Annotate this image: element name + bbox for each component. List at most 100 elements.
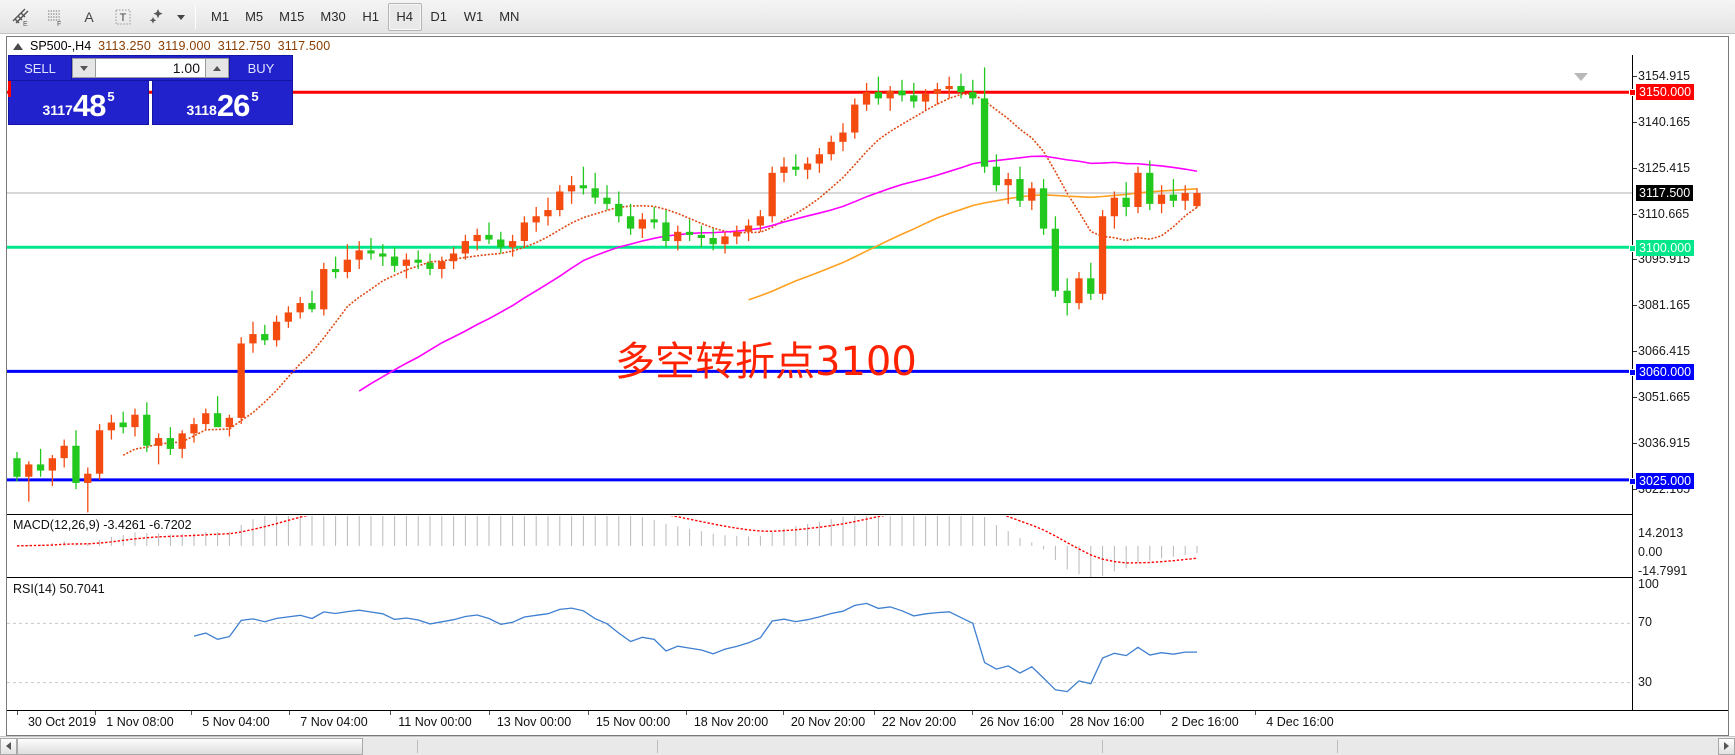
horizontal-scrollbar[interactable] xyxy=(0,736,1735,755)
price-badge-3100[interactable]: 3100.000 xyxy=(1636,239,1695,256)
time-tick-mark xyxy=(874,711,875,715)
timeframe-m15[interactable]: M15 xyxy=(279,9,305,24)
price-tick-3110-665: 3110.665 xyxy=(1633,207,1689,221)
equidistant-channel-icon[interactable]: E xyxy=(4,2,38,32)
timeframe-m5[interactable]: M5 xyxy=(245,9,264,24)
text-icon[interactable]: A xyxy=(72,2,106,32)
macd-indicator-label: MACD(12,26,9) -3.4261 -6.7202 xyxy=(11,518,194,532)
svg-text:E: E xyxy=(23,21,28,27)
chart-corner-arrow-icon[interactable] xyxy=(1574,73,1588,81)
rsi-scale-1: 70 xyxy=(1638,615,1652,630)
time-tick-mark xyxy=(489,711,490,715)
volume-stepper[interactable]: 1.00 xyxy=(72,55,229,81)
time-tick-mark xyxy=(191,711,192,715)
price-badge-last[interactable]: 3117.500 xyxy=(1636,185,1694,202)
chart-header: SP500-,H4 3113.250 3119.000 3112.750 311… xyxy=(7,37,1728,55)
time-label-3: 7 Nov 04:00 xyxy=(300,715,368,729)
time-tick-mark xyxy=(686,711,687,715)
time-tick-mark xyxy=(783,711,784,715)
buy-price-button[interactable]: 3118 26 5 xyxy=(152,81,293,125)
panel-red-marker xyxy=(8,81,11,97)
time-label-1: 1 Nov 08:00 xyxy=(106,715,174,729)
fibonacci-icon[interactable]: F xyxy=(38,2,72,32)
timeframe-h1[interactable]: H1 xyxy=(362,9,380,24)
timeframe-mn[interactable]: MN xyxy=(499,9,520,24)
price-level-handle[interactable] xyxy=(1629,244,1636,252)
scrollbar-track[interactable] xyxy=(17,737,1718,755)
objects-icon[interactable] xyxy=(140,2,174,32)
one-click-trading-panel[interactable]: SELL 1.00 BUY 3117 48 5 3118 26 5 xyxy=(8,55,293,125)
chart-canvas-window[interactable]: SP500-,H4 3113.250 3119.000 3112.750 311… xyxy=(6,36,1729,736)
time-tick-mark xyxy=(1062,711,1063,715)
time-label-13: 4 Dec 16:00 xyxy=(1266,715,1334,729)
time-label-10: 26 Nov 16:00 xyxy=(979,715,1055,729)
time-tick-mark xyxy=(17,711,18,715)
chart-low-value: 3112.750 xyxy=(217,39,271,53)
macd-pane[interactable] xyxy=(7,516,1634,578)
price-scale[interactable]: 3154.915 3140.165 3125.415 3110.665 3095.915… xyxy=(1629,55,1728,727)
sell-price-button[interactable]: 3117 48 5 xyxy=(8,81,149,125)
sell-price-fraction: 5 xyxy=(107,89,115,104)
toolbar-separator xyxy=(195,4,196,29)
macd-scale-0: 14.2013 xyxy=(1638,526,1684,540)
time-label-11: 28 Nov 16:00 xyxy=(1069,715,1145,729)
buy-price-pips: 26 xyxy=(216,88,250,124)
sell-button[interactable]: SELL xyxy=(8,55,72,81)
price-tick-3095-915: 3095.915 xyxy=(1633,252,1690,266)
collapse-triangle-icon[interactable] xyxy=(13,42,23,50)
time-label-5: 13 Nov 00:00 xyxy=(496,715,572,729)
time-tick-mark xyxy=(1255,711,1256,715)
text-label-icon[interactable]: T xyxy=(106,2,140,32)
price-pane[interactable] xyxy=(7,55,1634,515)
price-badge-3060[interactable]: 3060.000 xyxy=(1636,364,1695,381)
price-tick-3066-415: 3066.415 xyxy=(1633,344,1690,358)
price-level-handle[interactable] xyxy=(1629,89,1636,97)
time-tick-mark xyxy=(588,711,589,715)
price-level-handle[interactable] xyxy=(1629,477,1636,485)
rsi-pane[interactable] xyxy=(7,579,1634,727)
scroll-right-button[interactable] xyxy=(1718,737,1735,755)
objects-dropdown-caret-icon[interactable] xyxy=(174,12,188,22)
time-label-6: 15 Nov 00:00 xyxy=(595,715,671,729)
timeframe-m30[interactable]: M30 xyxy=(320,9,346,24)
price-tick-3036-915: 3036.915 xyxy=(1633,436,1690,450)
chart-high-value: 3119.000 xyxy=(157,39,211,53)
svg-text:A: A xyxy=(84,9,94,25)
trade-panel-top-row: SELL 1.00 BUY xyxy=(8,55,293,81)
time-axis: 30 Oct 2019 1 Nov 08:00 5 Nov 04:00 7 Nov 0… xyxy=(7,710,1728,735)
timeframe-d1[interactable]: D1 xyxy=(430,9,448,24)
svg-text:F: F xyxy=(57,21,61,27)
time-tick-mark xyxy=(95,711,96,715)
timeframe-w1[interactable]: W1 xyxy=(463,9,484,24)
svg-text:T: T xyxy=(120,12,127,24)
time-label-2: 5 Nov 04:00 xyxy=(202,715,270,729)
price-badge-3025[interactable]: 3025.000 xyxy=(1636,472,1695,489)
time-tick-mark xyxy=(1160,711,1161,715)
time-label-7: 18 Nov 20:00 xyxy=(693,715,769,729)
timeframe-h4[interactable]: H4 xyxy=(387,2,422,31)
price-level-handle[interactable] xyxy=(1629,369,1636,377)
volume-decrease-button[interactable] xyxy=(72,58,96,78)
scrollbar-thumb[interactable] xyxy=(17,737,363,755)
price-tick-3125-415: 3125.415 xyxy=(1633,161,1690,175)
volume-increase-button[interactable] xyxy=(205,58,229,78)
rsi-scale-2: 30 xyxy=(1638,674,1652,689)
buy-button[interactable]: BUY xyxy=(229,55,293,81)
scroll-left-button[interactable] xyxy=(0,737,17,755)
time-label-12: 2 Dec 16:00 xyxy=(1171,715,1239,729)
price-tick-3081-165: 3081.165 xyxy=(1633,298,1690,312)
time-label-9: 22 Nov 20:00 xyxy=(881,715,957,729)
toolbar: E F A T xyxy=(0,0,1735,34)
sell-price-integer: 3117 xyxy=(42,102,73,118)
timeframe-m1[interactable]: M1 xyxy=(211,9,230,24)
chart-symbol-label: SP500-,H4 xyxy=(30,39,92,53)
price-tick-3051-665: 3051.665 xyxy=(1633,390,1690,404)
price-badge-3150[interactable]: 3150.000 xyxy=(1636,84,1695,101)
volume-input[interactable]: 1.00 xyxy=(96,58,205,78)
price-tick-3140-165: 3140.165 xyxy=(1633,115,1690,129)
chart-close-value: 3117.500 xyxy=(277,39,331,53)
time-label-8: 20 Nov 20:00 xyxy=(790,715,866,729)
buy-price-fraction: 5 xyxy=(251,89,259,104)
time-label-0: 30 Oct 2019 xyxy=(27,715,97,729)
